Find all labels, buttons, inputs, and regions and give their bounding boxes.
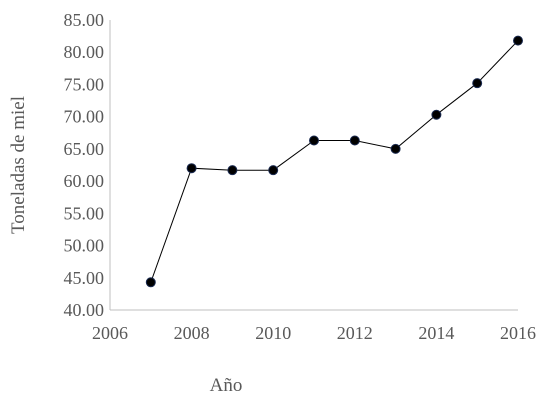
x-axis-title: Año [210, 375, 243, 395]
x-tick-label: 2012 [337, 323, 373, 343]
y-tick-label: 60.00 [64, 171, 105, 191]
y-tick-label: 80.00 [64, 42, 105, 62]
y-tick-label: 50.00 [64, 236, 105, 256]
x-tick-label: 2016 [500, 323, 536, 343]
data-point [186, 163, 197, 174]
data-point [513, 35, 523, 46]
data-point [472, 78, 483, 89]
x-tick-label: 2008 [174, 323, 210, 343]
y-tick-label: 55.00 [64, 203, 105, 223]
data-point [145, 277, 156, 288]
data-point [309, 135, 319, 146]
series-group [145, 35, 523, 288]
y-tick-label: 70.00 [64, 107, 105, 127]
data-point [268, 165, 279, 176]
y-tick-label: 65.00 [64, 139, 105, 159]
y-tick-label: 40.00 [64, 300, 105, 320]
series-line [150, 40, 519, 283]
data-point [349, 135, 360, 146]
data-point [431, 109, 442, 120]
x-tick-label: 2014 [418, 323, 454, 343]
y-axis-ticks: 40.00 45.00 50.00 55.00 60.00 65.00 70.00 75.00… [64, 10, 105, 320]
y-tick-label: 85.00 [64, 10, 105, 30]
y-tick-label: 45.00 [64, 268, 105, 288]
y-axis-title: Toneladas de miel [8, 96, 29, 234]
data-point [227, 165, 238, 176]
x-tick-label: 2006 [92, 323, 128, 343]
x-axis-ticks: 2006 2008 2010 2012 2014 2016 [92, 323, 536, 343]
y-tick-label: 75.00 [64, 74, 105, 94]
x-tick-label: 2010 [255, 323, 291, 343]
data-point [390, 143, 401, 154]
